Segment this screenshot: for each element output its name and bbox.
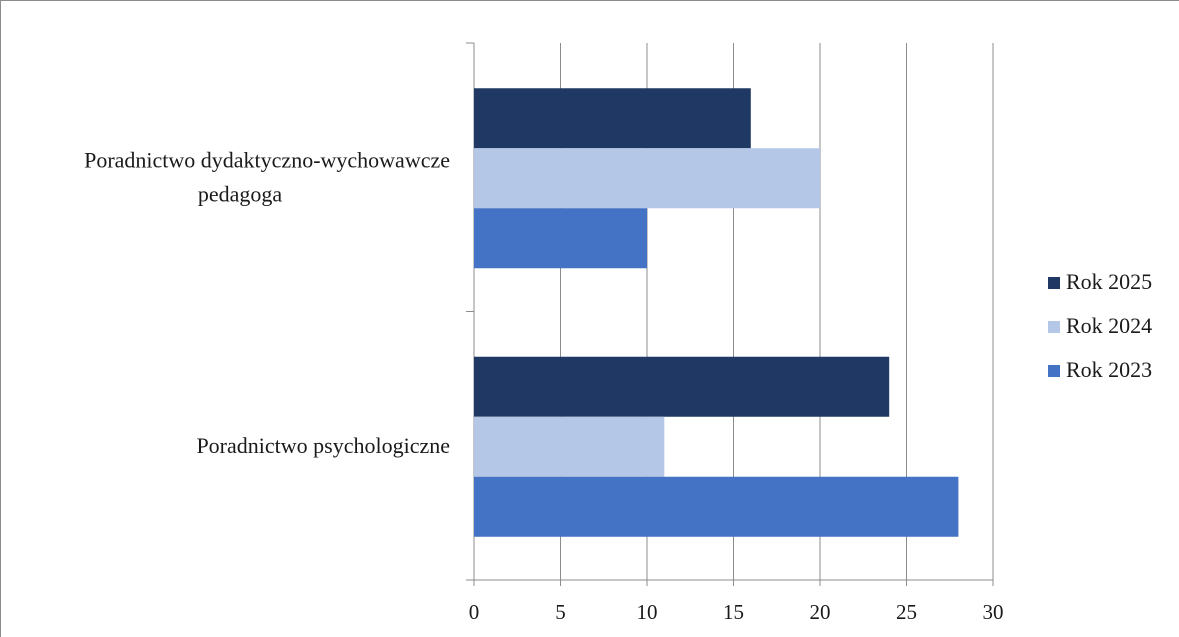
bars bbox=[474, 88, 959, 537]
category-label: Poradnictwo dydaktyczno-wychowawcze bbox=[84, 147, 450, 172]
category-label: pedagoga bbox=[198, 181, 283, 206]
bar-rok-2023-cat-1 bbox=[474, 476, 959, 537]
legend-swatch bbox=[1048, 365, 1060, 377]
x-tick-label: 0 bbox=[469, 600, 480, 624]
x-tick-label: 20 bbox=[810, 600, 831, 624]
legend-label: Rok 2025 bbox=[1066, 269, 1152, 294]
bar-rok-2023-cat-0 bbox=[474, 208, 647, 269]
legend: Rok 2025 Rok 2024 Rok 2023 bbox=[1048, 269, 1152, 382]
legend-label: Rok 2024 bbox=[1066, 313, 1152, 338]
category-label: Poradnictwo psychologiczne bbox=[196, 433, 450, 458]
legend-swatch bbox=[1048, 321, 1060, 333]
bar-rok-2025-cat-1 bbox=[474, 356, 890, 417]
legend-label: Rok 2023 bbox=[1066, 357, 1152, 382]
x-tick-label: 5 bbox=[555, 600, 566, 624]
x-tick-label: 10 bbox=[637, 600, 658, 624]
bar-rok-2025-cat-0 bbox=[474, 88, 751, 149]
labels: 0 5 10 15 20 25 30 Poradnictwo dydaktyczno-wych… bbox=[84, 147, 1003, 624]
legend-swatch bbox=[1048, 277, 1060, 289]
bar-rok-2024-cat-1 bbox=[474, 416, 665, 477]
x-tick-label: 25 bbox=[896, 600, 917, 624]
x-tick-label: 15 bbox=[723, 600, 744, 624]
x-tick-label: 30 bbox=[983, 600, 1004, 624]
bar-rok-2024-cat-0 bbox=[474, 148, 820, 209]
